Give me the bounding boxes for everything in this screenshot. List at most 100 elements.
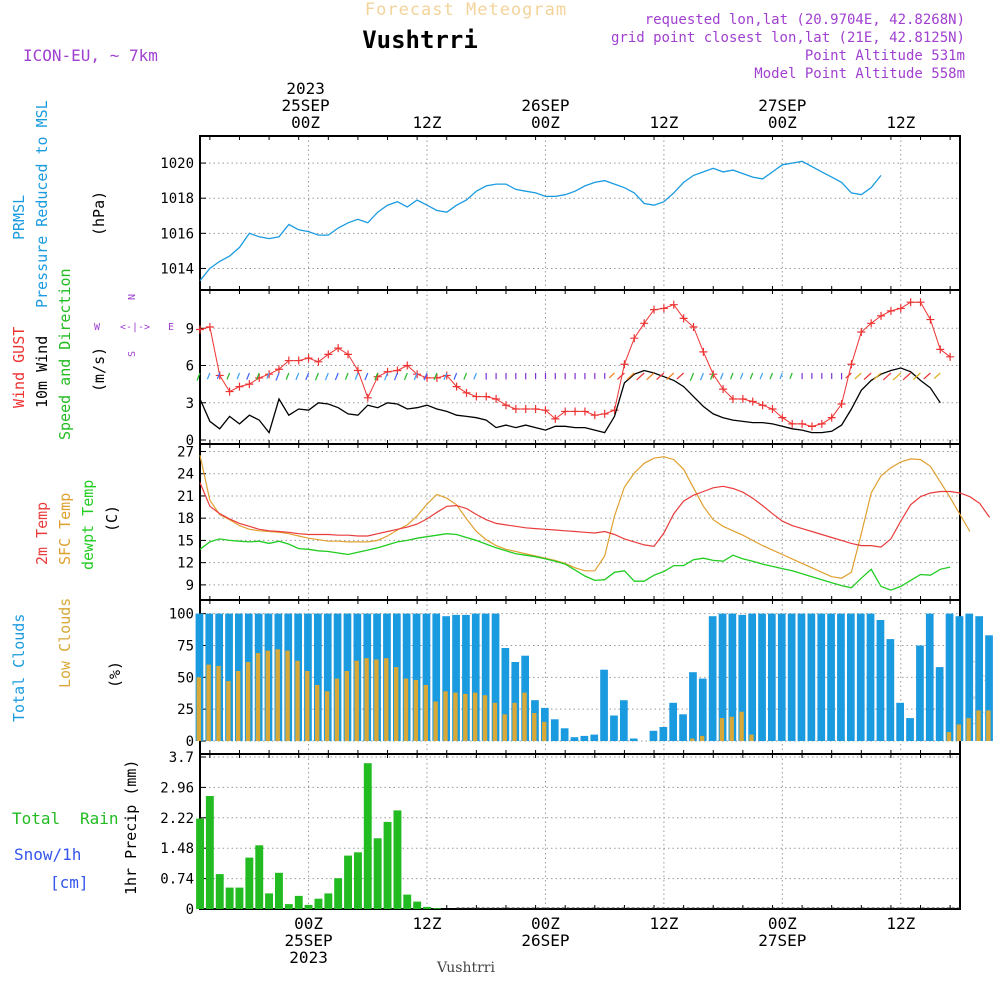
- total-cloud-bar: [481, 613, 490, 741]
- total-cloud-bar: [511, 662, 520, 741]
- total-cloud-bar: [876, 620, 885, 741]
- gust-marker: [600, 409, 609, 418]
- gust-marker: [738, 395, 747, 404]
- precip-bar: [265, 893, 273, 909]
- precip-bar: [284, 904, 293, 909]
- y-tick-label: 0: [186, 734, 194, 750]
- gust-marker: [403, 361, 412, 370]
- wind-direction-arrows: [196, 372, 941, 381]
- precip-bar: [383, 821, 392, 909]
- wind-arrow: [923, 372, 931, 380]
- top-time-label: 26SEP: [521, 96, 569, 115]
- low-cloud-bar: [305, 671, 310, 741]
- wind-arrow: [196, 372, 201, 381]
- bottom-time-label: 2023: [289, 948, 328, 967]
- low-cloud-bar: [265, 650, 270, 741]
- gust-marker: [778, 413, 787, 422]
- gust-marker: [561, 407, 570, 416]
- low-cloud-bar: [492, 702, 498, 741]
- low-cloud-bar: [295, 660, 300, 741]
- gust-marker: [304, 354, 313, 363]
- total-cloud-bar: [906, 718, 914, 741]
- total-cloud-bar: [442, 616, 450, 741]
- total-cloud-bar: [856, 613, 865, 741]
- gust-marker: [906, 298, 915, 307]
- gust-marker: [679, 314, 688, 323]
- top-time-label: 00Z: [291, 113, 320, 132]
- gust-marker: [531, 404, 540, 413]
- label-speed-direction: Speed and Direction: [56, 268, 74, 440]
- bottom-time-label: 12Z: [886, 914, 915, 933]
- low-cloud-bar: [403, 678, 409, 741]
- total-cloud-bar: [669, 702, 677, 741]
- gust-marker: [344, 350, 353, 359]
- wind-arrow: [374, 372, 379, 381]
- low-cloud-bar: [236, 671, 241, 741]
- precip-bar: [235, 887, 244, 909]
- y-tick-label: 75: [177, 638, 194, 654]
- compass-w: W: [94, 322, 101, 333]
- low-cloud-bar: [966, 718, 971, 741]
- gust-marker: [748, 397, 757, 406]
- low-cloud-bar: [196, 677, 201, 741]
- gust-marker: [423, 373, 432, 382]
- gust-marker: [867, 319, 876, 328]
- panel-wind: 0 3 6 9: [186, 289, 961, 449]
- wind-arrow: [882, 372, 892, 381]
- bottom-time-label: 12Z: [649, 914, 678, 933]
- wind-arrow: [453, 372, 458, 380]
- low-cloud-bar: [463, 693, 468, 741]
- wind-arrow: [710, 372, 714, 380]
- precip-bar: [324, 893, 333, 909]
- wind-arrow: [206, 372, 211, 380]
- total-cloud-bar: [837, 613, 845, 741]
- y-tick-label: 6: [186, 359, 194, 375]
- bottom-time-label: 00Z: [294, 914, 323, 933]
- total-cloud-bar: [314, 613, 322, 741]
- total-cloud-bar: [412, 613, 421, 741]
- gust-marker: [541, 406, 550, 415]
- gust-marker: [472, 392, 481, 401]
- low-cloud-bar: [453, 692, 458, 741]
- y-tick-label: 50: [177, 670, 194, 686]
- total-cloud-bar: [847, 613, 855, 741]
- gust-marker: [916, 298, 925, 307]
- total-cloud-bar: [649, 730, 658, 741]
- gust-marker: [452, 382, 461, 391]
- wind-arrow: [393, 372, 398, 381]
- gust-marker: [659, 304, 668, 313]
- label-ms: (m/s): [90, 347, 108, 392]
- total-cloud-bar: [916, 645, 924, 741]
- gust-marker: [482, 392, 491, 401]
- wind-arrow: [739, 372, 744, 380]
- compass-n: N: [127, 294, 138, 300]
- gust-marker: [432, 373, 441, 382]
- y-tick-label: 2.22: [160, 811, 194, 827]
- total-cloud-bar: [570, 737, 579, 741]
- label-sfc-temp: SFC Temp: [56, 493, 74, 565]
- precip-bar: [304, 904, 313, 909]
- wind-arrow: [443, 372, 448, 381]
- chart-subtitle: Forecast Meteogram: [365, 0, 567, 20]
- total-cloud-bar: [827, 613, 835, 741]
- model-label: ICON-EU, ~ 7km: [23, 46, 158, 65]
- wind-arrow: [863, 372, 872, 380]
- gust-marker: [896, 304, 905, 313]
- top-time-label: 12Z: [886, 113, 915, 132]
- gust-marker: [857, 328, 866, 336]
- total-cloud-bar: [659, 727, 668, 741]
- gust-marker: [827, 413, 836, 422]
- wind-arrow: [275, 372, 280, 381]
- wind-arrow: [636, 372, 645, 381]
- series-sfc-temp: [199, 455, 971, 579]
- gust-marker: [610, 406, 619, 415]
- label-wind-gust: Wind GUST: [10, 327, 28, 408]
- total-cloud-bar: [738, 614, 747, 741]
- total-cloud-bar: [462, 614, 470, 741]
- low-cloud-bar: [946, 732, 952, 741]
- total-cloud-bar: [432, 613, 441, 741]
- y-tick-label: 9: [186, 578, 194, 594]
- y-tick-label: 12: [177, 556, 194, 572]
- gust-marker: [363, 393, 372, 402]
- low-cloud-bar: [206, 664, 211, 741]
